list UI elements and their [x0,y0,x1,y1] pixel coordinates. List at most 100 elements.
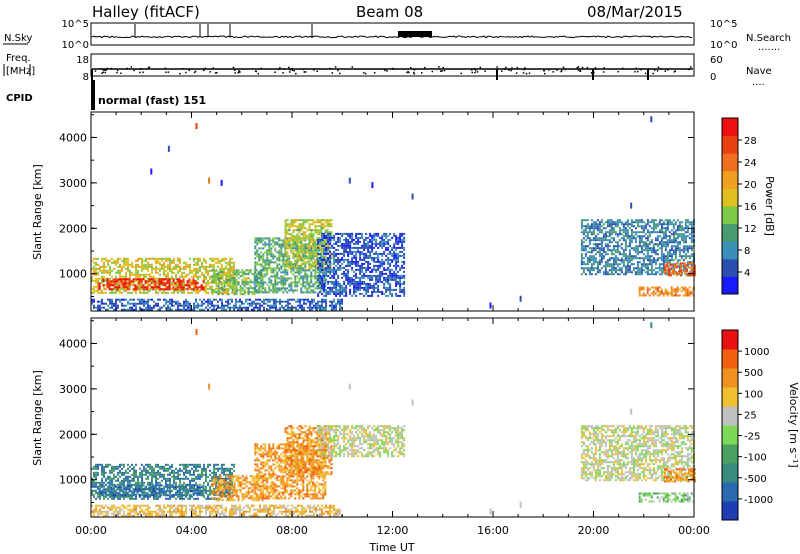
echo-cell [302,249,305,252]
power-marks [91,116,696,311]
echo-cell [395,262,398,265]
echo-cell [271,304,273,307]
echo-cell [582,245,585,248]
echo-cell [634,231,637,234]
echo-cell [187,304,189,307]
echo-cell [294,235,297,238]
echo-cell [375,290,378,293]
echo-cell [328,231,331,234]
echo-cell [155,265,157,268]
echo-cell [231,306,233,309]
echo-cell [387,260,390,263]
echo-cell [302,281,305,284]
echo-cell [302,243,305,246]
nave-dot [203,69,205,72]
echo-cell [634,227,637,230]
echo-cell [199,289,201,292]
nave-dot [423,66,426,69]
echo-cell [379,240,382,243]
echo-cell [276,243,279,246]
echo-cell [686,294,689,297]
echo-cell [247,291,250,294]
echo-cell [367,244,370,247]
echo-cell [668,239,671,242]
echo-cell [610,225,613,228]
echo-cell [139,257,141,260]
echo-cell [403,240,406,243]
echo-cell [251,287,254,290]
echo-cell [105,302,107,305]
echo-cell [626,267,629,270]
echo-cell [401,288,404,291]
echo-cell [306,279,309,282]
echo-cell [391,276,394,279]
echo-cell [664,288,667,291]
echo-cell [339,266,342,269]
echo-cell [658,292,661,295]
echo-cell [123,261,125,264]
echo-cell [683,262,686,265]
echo-cell [600,229,603,232]
echo-cell [690,221,693,224]
echo-cell [618,259,621,262]
echo-cell [141,269,143,272]
echo-cell [295,300,297,303]
echo-cell [137,265,139,268]
echo-cell [147,298,149,301]
echo-cell [377,260,380,263]
echo-cell [306,247,309,250]
echo-cell [254,253,257,256]
echo-cell [258,263,261,266]
echo-cell [149,289,151,292]
echo-cell [157,283,159,286]
echo-cell [144,280,147,283]
echo-cell [662,253,665,256]
echo-cell [628,235,631,238]
echo-cell [187,263,189,266]
echo-cell [319,258,322,261]
echo-cell [296,247,299,250]
nave-dot [106,67,109,70]
echo-cell [322,271,325,274]
echo-cell [688,292,691,295]
echo-cell [670,259,673,262]
echo-cell [648,225,651,228]
echo-cell [594,245,597,248]
echo-cell [269,308,271,311]
echo-cell [680,237,683,240]
echo-cell [682,233,685,236]
echo-cell [247,281,250,284]
echo-cell [612,267,615,270]
echo-cell [245,298,247,301]
echo-cell [690,225,693,228]
echo-cell [674,251,677,254]
echo-cell [138,280,141,283]
echo-cell [223,285,226,288]
echo-cell [283,306,285,309]
echo-cell [274,255,277,258]
echo-cell [660,288,663,291]
echo-cell [286,277,289,280]
echo-cell [310,219,313,222]
echo-cell [606,253,609,256]
echo-cell [308,219,311,222]
echo-cell [672,223,675,226]
echo-cell [233,283,236,286]
echo-cell [167,275,169,278]
nave-dot [564,68,567,71]
echo-cell [323,306,325,309]
echo-cell [306,235,309,238]
echo-cell [298,223,301,226]
echo-cell [298,273,301,276]
echo-cell [105,271,107,274]
echo-cell [624,231,627,234]
echo-cell [139,302,141,305]
echo-cell [179,275,181,278]
echo-cell [630,231,633,234]
echo-cell [237,273,240,276]
echo-cell [691,262,694,265]
echo-cell [263,300,265,303]
echo-cell [608,269,611,272]
echo-cell [211,275,214,278]
echo-cell [137,269,139,272]
